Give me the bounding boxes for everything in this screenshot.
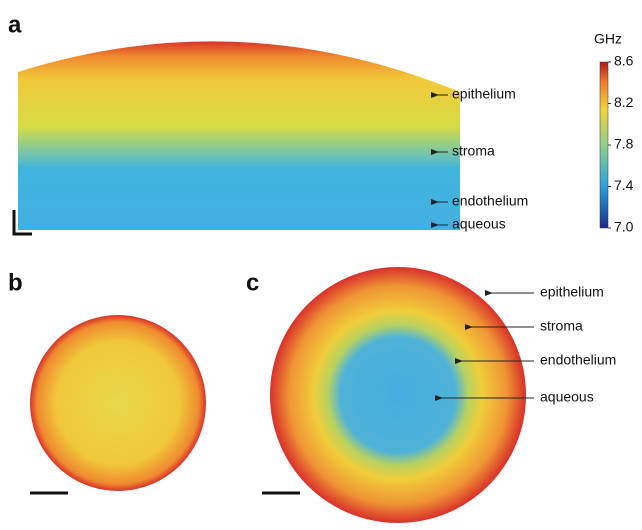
colorbar-unit: GHz [594, 31, 622, 47]
annotation: endothelium [540, 352, 616, 368]
annotation: aqueous [452, 216, 506, 232]
colorbar-tick-label: 8.6 [614, 53, 634, 69]
image-b [30, 315, 206, 491]
image-c [270, 267, 526, 523]
colorbar-tick-label: 7.0 [614, 219, 634, 235]
annotation: epithelium [452, 86, 516, 102]
annotation: stroma [540, 318, 583, 334]
annotation: endothelium [452, 193, 528, 209]
colorbar-tick-label: 8.2 [614, 94, 634, 110]
annotation: stroma [452, 143, 495, 159]
panel-label: c [246, 269, 259, 296]
image-a [18, 41, 460, 230]
annotation: aqueous [540, 389, 594, 405]
panel-label: b [8, 269, 23, 296]
figure: a b c GHz epithelium stroma endothelium aqu… [0, 0, 642, 525]
panel-label: a [8, 11, 22, 38]
colorbar-tick-label: 7.8 [614, 136, 634, 152]
colorbar [600, 62, 608, 228]
colorbar-tick-label: 7.4 [614, 177, 634, 193]
annotation: epithelium [540, 284, 604, 300]
